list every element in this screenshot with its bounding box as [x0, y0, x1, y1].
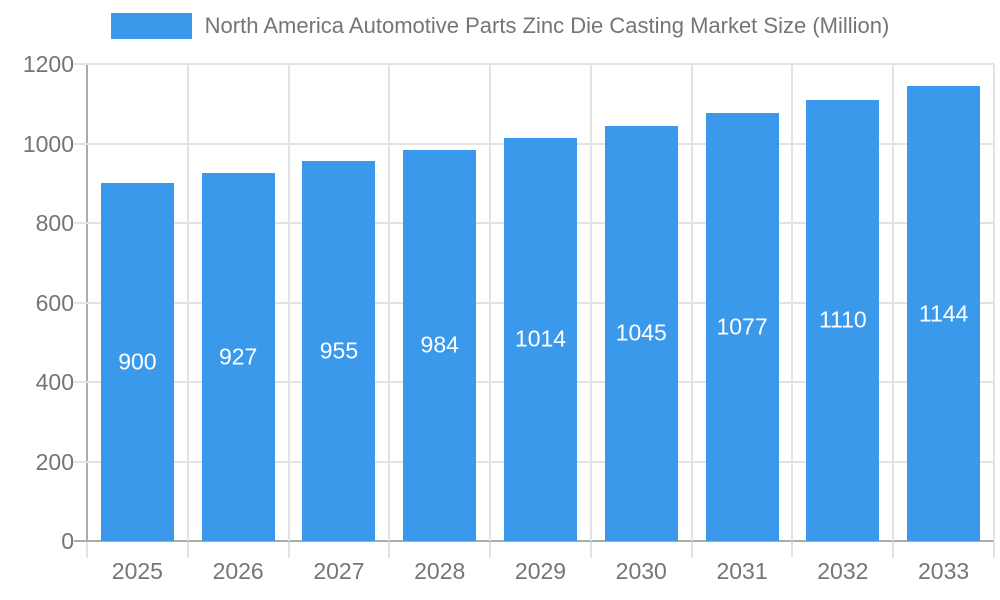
x-tick-label-2032: 2032 [817, 558, 869, 584]
bar-value-label: 955 [319, 337, 359, 364]
bar-2027[interactable]: 955 [302, 161, 376, 541]
bar-2030[interactable]: 1045 [604, 125, 678, 541]
gridline-x-6 [690, 64, 693, 541]
bar-value-label: 927 [218, 343, 258, 370]
bar-value-label: 1110 [818, 306, 867, 333]
bar-value-label: 1045 [615, 319, 667, 346]
y-tick-label: 400 [35, 369, 74, 395]
y-tick-label: 1200 [22, 51, 74, 77]
gridline-x-8 [892, 64, 895, 541]
gridline-x-5 [589, 64, 592, 541]
x-tick-mark [892, 542, 895, 558]
x-tick-label-2025: 2025 [111, 558, 163, 584]
x-tick-label-2028: 2028 [414, 558, 466, 584]
x-tick-label-2033: 2033 [918, 558, 970, 584]
x-tick-mark [388, 542, 391, 558]
bar-value-label: 900 [118, 348, 157, 375]
y-tick-label: 200 [35, 448, 74, 475]
x-tick-label-2026: 2026 [212, 558, 264, 584]
x-tick-mark [86, 542, 88, 558]
bar-2029[interactable]: 1014 [504, 137, 577, 541]
gridline-x-4 [489, 64, 492, 541]
gridline-x-1 [186, 64, 189, 541]
y-tick-label: 800 [35, 210, 74, 236]
bar-2032[interactable]: 1110 [806, 99, 880, 541]
x-tick-mark [186, 542, 189, 558]
bar-value-label: 1077 [716, 313, 768, 340]
gridline-x-2 [287, 64, 290, 541]
legend-swatch-icon [110, 13, 192, 39]
legend[interactable]: North America Automotive Parts Zinc Die … [0, 13, 1000, 39]
bar-2028[interactable]: 984 [403, 149, 477, 541]
x-tick-mark [993, 542, 995, 558]
bar-value-label: 984 [420, 331, 459, 358]
x-tick-mark [489, 542, 492, 558]
gridline-y-1200 [74, 63, 994, 65]
gridline-x-9 [993, 64, 995, 541]
x-tick-label-2029: 2029 [514, 558, 567, 584]
x-axis-line [74, 540, 994, 542]
x-tick-mark [287, 542, 290, 558]
bar-2025[interactable]: 900 [100, 183, 174, 541]
gridline-x-3 [388, 64, 391, 541]
x-tick-label-2030: 2030 [615, 558, 667, 584]
x-tick-label-2031: 2031 [716, 558, 768, 584]
legend-label: North America Automotive Parts Zinc Die … [204, 13, 890, 38]
bar-2033[interactable]: 1144 [907, 86, 981, 541]
x-tick-mark [589, 542, 592, 558]
bar-2026[interactable]: 927 [201, 172, 275, 541]
bar-value-label: 1144 [918, 300, 969, 327]
plot-area: 900 927 955 984 1014 1045 1077 1110 1144 [74, 63, 995, 541]
bar-2031[interactable]: 1077 [705, 112, 779, 541]
y-tick-label: 0 [61, 528, 74, 554]
x-tick-label-2027: 2027 [313, 558, 365, 584]
x-tick-mark [791, 542, 794, 558]
y-tick-label: 600 [35, 289, 74, 316]
bar-value-label: 1014 [514, 325, 567, 352]
gridline-x-7 [791, 64, 794, 541]
y-tick-label: 1000 [22, 130, 74, 157]
x-tick-mark [690, 542, 693, 558]
